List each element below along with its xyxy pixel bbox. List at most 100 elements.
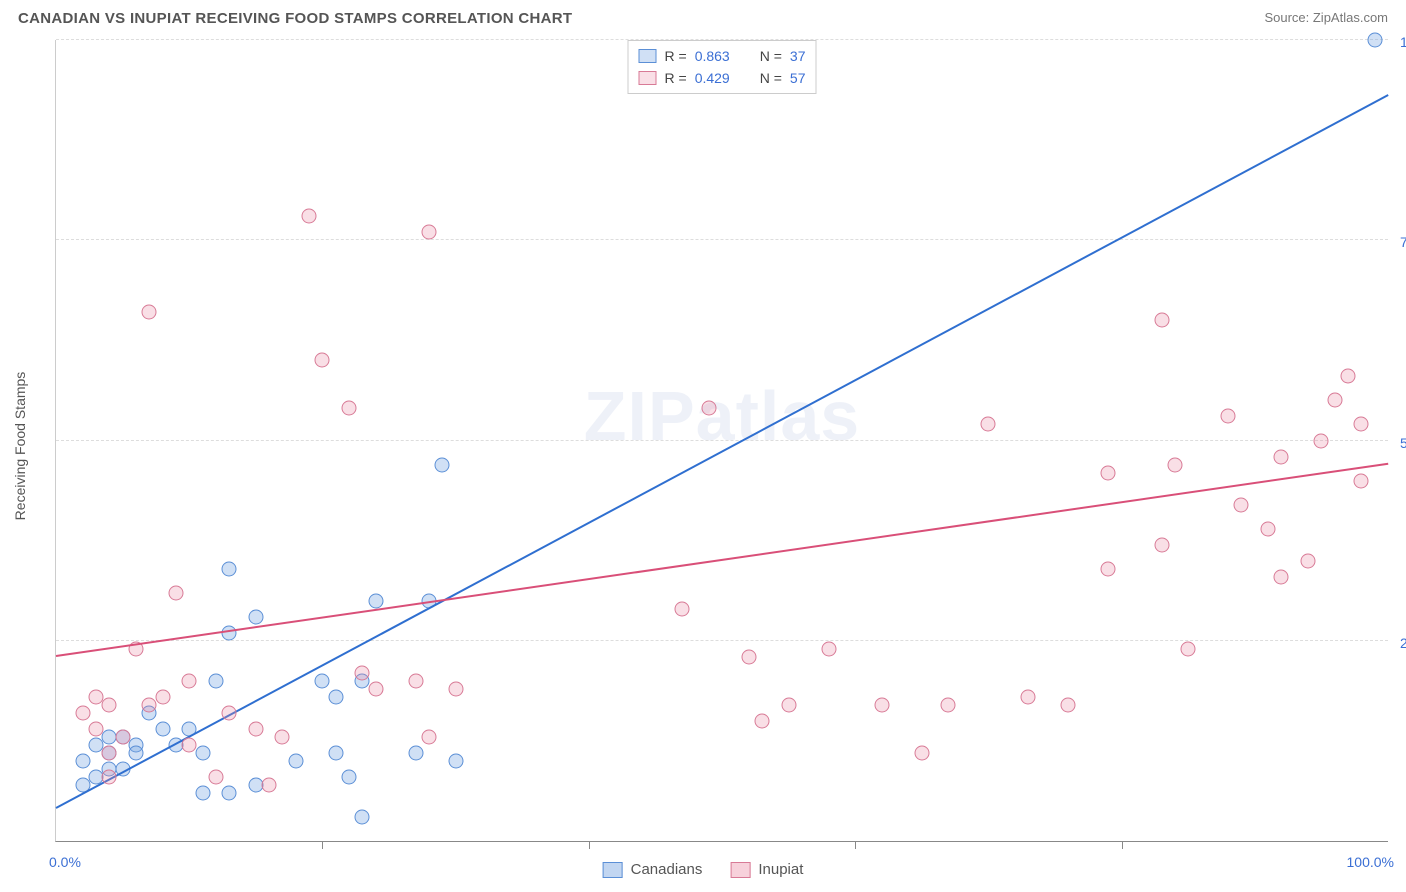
data-point: [102, 769, 117, 784]
data-point: [155, 721, 170, 736]
data-point: [1021, 689, 1036, 704]
y-tick-label: 50.0%: [1392, 435, 1406, 451]
legend-r-label: R =: [665, 45, 687, 67]
y-tick-label: 25.0%: [1392, 635, 1406, 651]
data-point: [355, 809, 370, 824]
data-point: [1181, 641, 1196, 656]
data-point: [1354, 473, 1369, 488]
data-point: [1101, 561, 1116, 576]
data-point: [1154, 537, 1169, 552]
data-point: [342, 401, 357, 416]
x-tick: [322, 841, 323, 849]
data-point: [1354, 417, 1369, 432]
data-point: [1234, 497, 1249, 512]
watermark-text: ZIPatlas: [584, 376, 860, 456]
legend-n-value: 57: [790, 67, 806, 89]
data-point: [75, 705, 90, 720]
gridline: [56, 440, 1388, 441]
data-point: [328, 689, 343, 704]
legend-item: Inupiat: [730, 861, 803, 878]
data-point: [288, 753, 303, 768]
data-point: [142, 305, 157, 320]
data-point: [1301, 553, 1316, 568]
data-point: [408, 673, 423, 688]
data-point: [102, 697, 117, 712]
data-point: [1221, 409, 1236, 424]
data-point: [675, 601, 690, 616]
legend-label: Inupiat: [758, 861, 803, 878]
data-point: [1274, 569, 1289, 584]
data-point: [368, 593, 383, 608]
y-tick-label: 75.0%: [1392, 234, 1406, 250]
data-point: [102, 745, 117, 760]
data-point: [115, 729, 130, 744]
data-point: [208, 769, 223, 784]
data-point: [874, 697, 889, 712]
data-point: [262, 777, 277, 792]
data-point: [355, 665, 370, 680]
x-axis-max-label: 100.0%: [1347, 854, 1394, 870]
data-point: [222, 785, 237, 800]
data-point: [155, 689, 170, 704]
data-point: [701, 401, 716, 416]
correlation-scatter-chart: ZIPatlas R = 0.863N = 37R = 0.429N = 57 …: [55, 40, 1388, 842]
data-point: [368, 681, 383, 696]
x-axis-min-label: 0.0%: [49, 854, 81, 870]
legend-swatch: [639, 49, 657, 63]
data-point: [1061, 697, 1076, 712]
gridline: [56, 39, 1388, 40]
data-point: [914, 745, 929, 760]
data-point: [408, 745, 423, 760]
data-point: [981, 417, 996, 432]
data-point: [328, 745, 343, 760]
data-point: [754, 713, 769, 728]
legend-item: Canadians: [603, 861, 703, 878]
data-point: [222, 561, 237, 576]
data-point: [302, 209, 317, 224]
data-point: [182, 737, 197, 752]
data-point: [421, 729, 436, 744]
data-point: [741, 649, 756, 664]
legend-r-label: R =: [665, 67, 687, 89]
data-point: [941, 697, 956, 712]
gridline: [56, 239, 1388, 240]
data-point: [1367, 33, 1382, 48]
x-tick: [1122, 841, 1123, 849]
data-point: [1261, 521, 1276, 536]
stats-legend-row: R = 0.863N = 37: [639, 45, 806, 67]
data-point: [448, 753, 463, 768]
source-attribution: Source: ZipAtlas.com: [1264, 10, 1388, 25]
data-point: [448, 681, 463, 696]
data-point: [248, 721, 263, 736]
data-point: [88, 721, 103, 736]
legend-n-value: 37: [790, 45, 806, 67]
data-point: [195, 785, 210, 800]
data-point: [781, 697, 796, 712]
data-point: [1327, 393, 1342, 408]
legend-swatch: [603, 862, 623, 878]
data-point: [342, 769, 357, 784]
legend-r-value: 0.863: [695, 45, 730, 67]
y-axis-label: Receiving Food Stamps: [12, 372, 28, 521]
legend-label: Canadians: [631, 861, 703, 878]
legend-swatch: [730, 862, 750, 878]
data-point: [1154, 313, 1169, 328]
data-point: [435, 457, 450, 472]
data-point: [1314, 433, 1329, 448]
data-point: [182, 673, 197, 688]
data-point: [315, 673, 330, 688]
data-point: [142, 697, 157, 712]
x-tick: [855, 841, 856, 849]
data-point: [195, 745, 210, 760]
data-point: [315, 353, 330, 368]
stats-legend-row: R = 0.429N = 57: [639, 67, 806, 89]
data-point: [222, 705, 237, 720]
trend-line: [56, 463, 1388, 657]
data-point: [421, 225, 436, 240]
data-point: [1274, 449, 1289, 464]
data-point: [1101, 465, 1116, 480]
data-point: [821, 641, 836, 656]
series-legend: Canadians Inupiat: [603, 861, 804, 878]
data-point: [1167, 457, 1182, 472]
stats-legend: R = 0.863N = 37R = 0.429N = 57: [628, 40, 817, 94]
